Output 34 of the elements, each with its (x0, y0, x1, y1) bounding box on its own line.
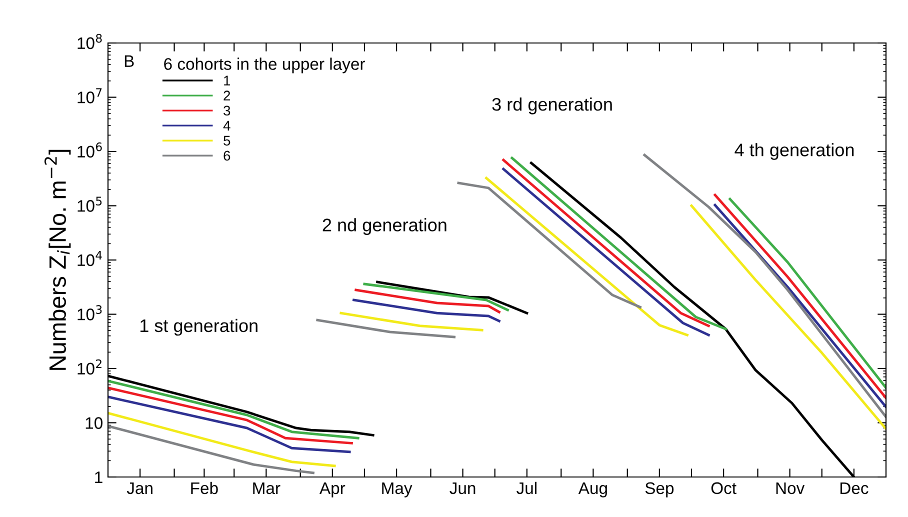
y-tick-label: 10$^{4}$ (78, 251, 102, 266)
x-tick-label: Aug (578, 482, 607, 498)
legend-label: 2 (224, 90, 230, 100)
y-tick-label: 10$^{3}$ (78, 305, 102, 320)
x-tick-label: Jan (126, 482, 152, 494)
x-tick-label: Sep (645, 482, 674, 498)
y-tick-label: 10 (86, 417, 102, 429)
y-tick-label: 1 (95, 472, 102, 484)
legend-label: 5 (224, 136, 230, 146)
legend-label: 1 (224, 76, 230, 86)
legend-title: 6 cohorts in the upper layer (164, 58, 365, 74)
x-tick-label: Dec (840, 482, 868, 494)
x-tick-label: May (382, 482, 412, 498)
annotation: 3 rd generation (492, 98, 612, 114)
y-axis-title: Numbers Z$_{i}$[No. m$^{−2}$] (44, 150, 71, 370)
annotation: 4 th generation (734, 143, 854, 160)
legend-label: 3 (224, 106, 230, 116)
y-tick-label: 10$^{5}$ (78, 196, 102, 212)
annotation: 1 st generation (140, 318, 258, 336)
legend-label: 6 (224, 150, 230, 161)
legend-label: 4 (223, 120, 230, 130)
annotation: 2 nd generation (322, 218, 446, 235)
x-tick-label: Nov (776, 482, 805, 494)
annotation: B (124, 55, 134, 67)
x-tick-label: Jul (516, 482, 536, 494)
y-tick-label: 10$^{7}$ (78, 88, 102, 104)
x-tick-label: Mar (253, 482, 280, 494)
x-tick-label: Jun (450, 482, 476, 494)
y-tick-label: 10$^{8}$ (78, 34, 102, 50)
y-tick-label: 10$^{2}$ (78, 359, 102, 375)
x-tick-label: Apr (319, 482, 346, 498)
x-tick-label: Feb (191, 482, 218, 494)
y-tick-label: 10$^{6}$ (78, 142, 102, 158)
x-tick-label: Oct (711, 482, 736, 494)
